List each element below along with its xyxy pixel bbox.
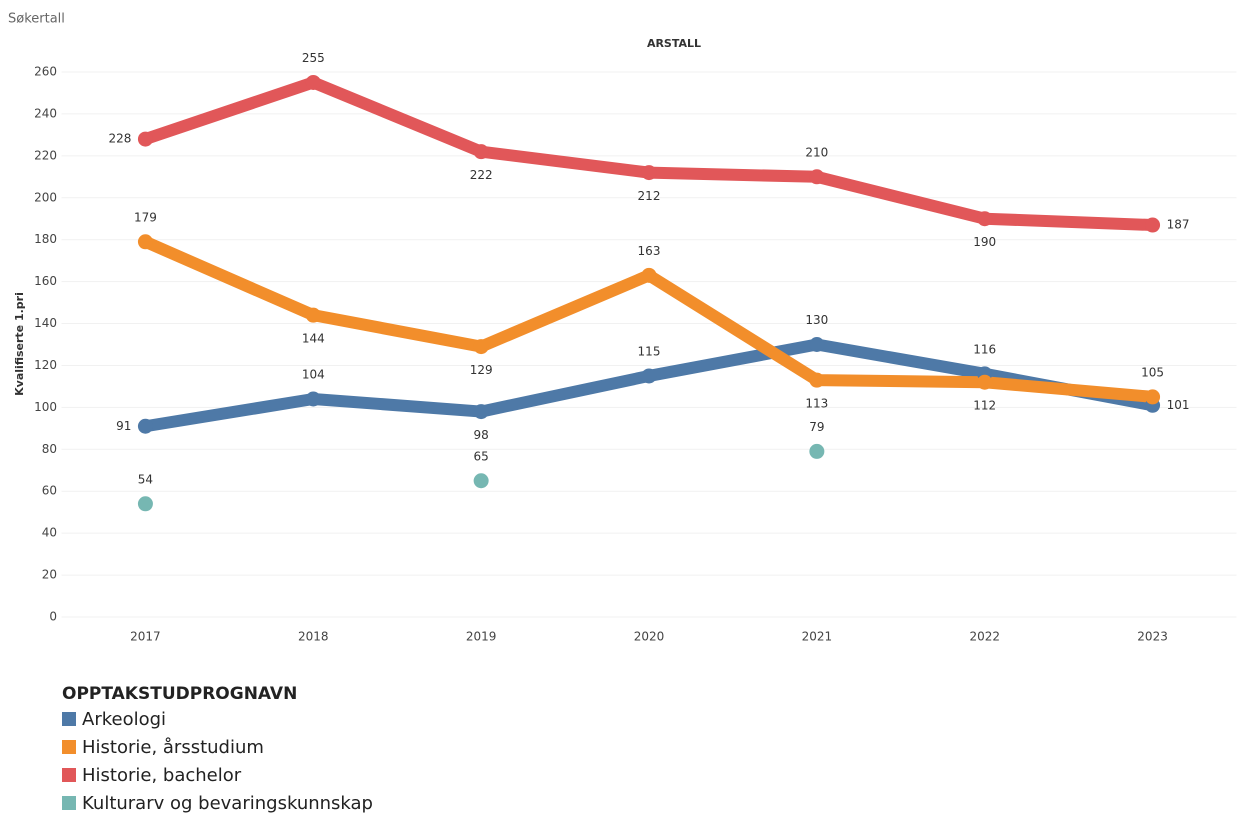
y-tick-label: 140 [34, 316, 57, 330]
data-point [305, 391, 321, 407]
data-point [137, 496, 153, 512]
data-label: 115 [638, 344, 661, 358]
y-tick-label: 0 [49, 610, 57, 624]
data-label: 255 [302, 51, 325, 65]
data-point [305, 307, 321, 323]
data-label: 129 [470, 363, 493, 377]
data-point [641, 165, 657, 181]
x-tick-label: 2020 [634, 630, 665, 644]
data-label: 222 [470, 168, 493, 182]
data-point [305, 74, 321, 90]
data-point [473, 404, 489, 420]
x-axis-title: ARSTALL [647, 37, 701, 50]
y-tick-label: 240 [34, 106, 57, 120]
data-point [473, 473, 489, 489]
data-label: 104 [302, 368, 325, 382]
data-point [641, 267, 657, 283]
data-point [473, 144, 489, 160]
legend-swatch [62, 712, 76, 726]
data-label: 179 [134, 210, 157, 224]
data-point [809, 443, 825, 459]
y-tick-label: 180 [34, 232, 57, 246]
y-tick-label: 40 [42, 526, 57, 540]
data-point [137, 131, 153, 147]
legend-label: Historie, årsstudium [82, 737, 264, 758]
y-tick-label: 200 [34, 190, 57, 204]
data-label: 144 [302, 332, 325, 346]
data-label: 101 [1167, 398, 1190, 412]
y-tick-label: 80 [42, 442, 57, 456]
x-tick-label: 2017 [130, 630, 161, 644]
data-label: 91 [116, 419, 131, 433]
legend-swatch [62, 768, 76, 782]
legend-label: Historie, bachelor [82, 765, 242, 786]
data-point [809, 169, 825, 185]
chart-title: Søkertall [8, 12, 65, 27]
y-tick-label: 100 [34, 400, 57, 414]
y-tick-label: 120 [34, 358, 57, 372]
y-tick-label: 220 [34, 148, 57, 162]
y-axis-title: Kvalifiserte 1.pri [13, 292, 26, 396]
data-label: 79 [809, 420, 824, 434]
data-label: 212 [638, 189, 661, 203]
data-label: 112 [973, 399, 996, 413]
data-point [473, 339, 489, 355]
data-label: 190 [973, 235, 996, 249]
data-point [1145, 217, 1161, 233]
x-tick-label: 2021 [802, 630, 833, 644]
x-tick-label: 2019 [466, 630, 497, 644]
data-label: 54 [138, 472, 153, 486]
data-label: 187 [1167, 218, 1190, 232]
x-tick-label: 2022 [969, 630, 1000, 644]
y-tick-label: 260 [34, 65, 57, 79]
data-point [977, 211, 993, 227]
data-point [137, 418, 153, 434]
series-line [139, 76, 1159, 232]
data-label: 210 [805, 145, 828, 159]
data-label: 98 [474, 428, 489, 442]
legend-swatch [62, 740, 76, 754]
data-point [641, 368, 657, 384]
y-tick-label: 20 [42, 568, 57, 582]
legend-title: OPPTAKSTUDPROGNAVN [62, 684, 297, 704]
legend-swatch [62, 796, 76, 810]
data-label: 65 [474, 449, 489, 463]
x-tick-label: 2023 [1137, 630, 1168, 644]
y-tick-label: 60 [42, 484, 57, 498]
legend-label: Kulturarv og bevaringskunnskap [82, 793, 373, 814]
data-label: 113 [805, 397, 828, 411]
x-tick-label: 2018 [298, 630, 329, 644]
data-point [1145, 389, 1161, 405]
data-label: 228 [109, 132, 132, 146]
data-label: 130 [805, 313, 828, 327]
data-point [809, 337, 825, 352]
data-label: 116 [973, 342, 996, 356]
data-label: 163 [638, 244, 661, 258]
data-point [977, 374, 993, 390]
data-point [137, 234, 153, 250]
data-point [809, 372, 825, 388]
y-tick-label: 160 [34, 274, 57, 288]
legend-label: Arkeologi [82, 709, 166, 730]
data-label: 105 [1141, 365, 1164, 379]
